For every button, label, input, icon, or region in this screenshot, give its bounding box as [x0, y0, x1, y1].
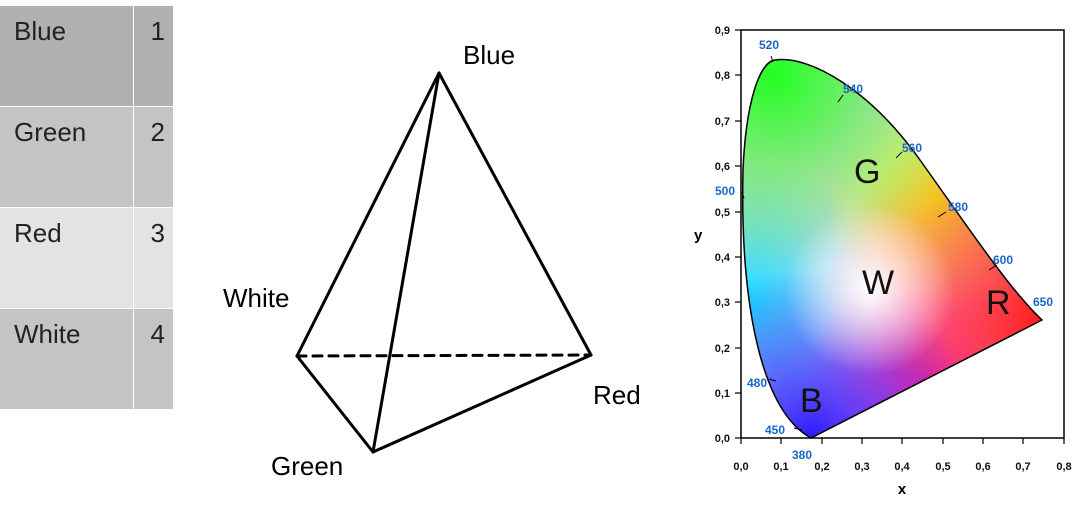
table-row-green: Green 2	[0, 107, 173, 208]
wavelength-label: 450	[765, 423, 785, 437]
region-label-w: W	[862, 264, 894, 302]
vertex-label-blue: Blue	[463, 40, 515, 70]
y-tick-label: 0,4	[715, 252, 731, 264]
x-tick-label: 0,2	[814, 461, 829, 473]
table-row-blue: Blue 1	[0, 6, 173, 107]
y-tick-label: 0,7	[715, 116, 730, 128]
wavelength-label: 520	[759, 38, 779, 52]
x-axis-label: x	[898, 481, 907, 498]
row-name: Red	[0, 208, 134, 308]
vertex-label-red: Red	[593, 380, 641, 410]
y-tick-label: 0,6	[715, 161, 730, 173]
edge-blue-white	[295, 71, 441, 358]
tetrahedron-diagram: Blue White Red Green	[223, 40, 641, 481]
cie-chromaticity-diagram: 0,0 0,1 0,2 0,3 0,4 0,5 0,6 0,7 0,8 0,0 …	[694, 25, 1072, 498]
x-tick-label: 0,6	[975, 461, 990, 473]
row-name: Green	[0, 107, 134, 207]
spectral-locus-outline	[741, 58, 1044, 439]
row-name: White	[0, 309, 134, 409]
x-tick-label: 0,4	[894, 461, 910, 473]
x-tick-label: 0,3	[854, 461, 869, 473]
wavelength-label: 580	[948, 200, 968, 214]
edge-blue-green	[371, 71, 441, 454]
spectral-color-fill	[742, 59, 1042, 438]
axis-ticks	[735, 29, 1065, 444]
wavelength-label: 480	[747, 376, 767, 390]
y-tick-label: 0,1	[715, 388, 730, 400]
x-tick-label: 0,7	[1015, 461, 1030, 473]
wavelength-label: 500	[715, 184, 735, 198]
table-row-red: Red 3	[0, 208, 173, 309]
region-label-r: R	[986, 284, 1011, 322]
edge-blue-red	[437, 71, 593, 357]
y-tick-label: 0,9	[715, 25, 730, 37]
wavelength-label: 650	[1033, 295, 1053, 309]
y-tick-label: 0,8	[715, 70, 730, 82]
y-axis-label: y	[694, 227, 703, 244]
wavelength-label: 600	[993, 253, 1013, 267]
color-number-table: Blue 1 Green 2 Red 3 White 4	[0, 6, 173, 410]
vertex-label-white: White	[223, 283, 289, 313]
y-tick-label: 0,2	[715, 343, 730, 355]
y-tick-label: 0,5	[715, 207, 730, 219]
wavelength-label: 380	[792, 448, 812, 462]
x-tick-label: 0,5	[935, 461, 950, 473]
y-tick-label: 0,3	[715, 297, 730, 309]
x-tick-label: 0,1	[773, 461, 788, 473]
wavelength-label: 560	[902, 141, 922, 155]
x-tick-label: 0,8	[1056, 461, 1071, 473]
row-name: Blue	[0, 6, 134, 106]
region-label-b: B	[800, 382, 823, 420]
y-tick-label: 0,0	[715, 433, 730, 445]
row-number: 1	[150, 16, 165, 46]
edge-green-red	[371, 353, 593, 454]
vertex-label-green: Green	[271, 451, 343, 481]
row-number: 3	[150, 218, 165, 248]
row-number: 2	[150, 117, 165, 147]
region-label-g: G	[854, 153, 880, 191]
x-tick-label: 0,0	[733, 461, 748, 473]
wavelength-label: 540	[843, 82, 863, 96]
table-row-white: White 4	[0, 309, 173, 410]
edge-white-green	[295, 354, 375, 454]
row-number: 4	[150, 319, 165, 349]
edge-white-red-hidden	[295, 353, 593, 358]
wavelength-leader-marks	[741, 55, 998, 431]
